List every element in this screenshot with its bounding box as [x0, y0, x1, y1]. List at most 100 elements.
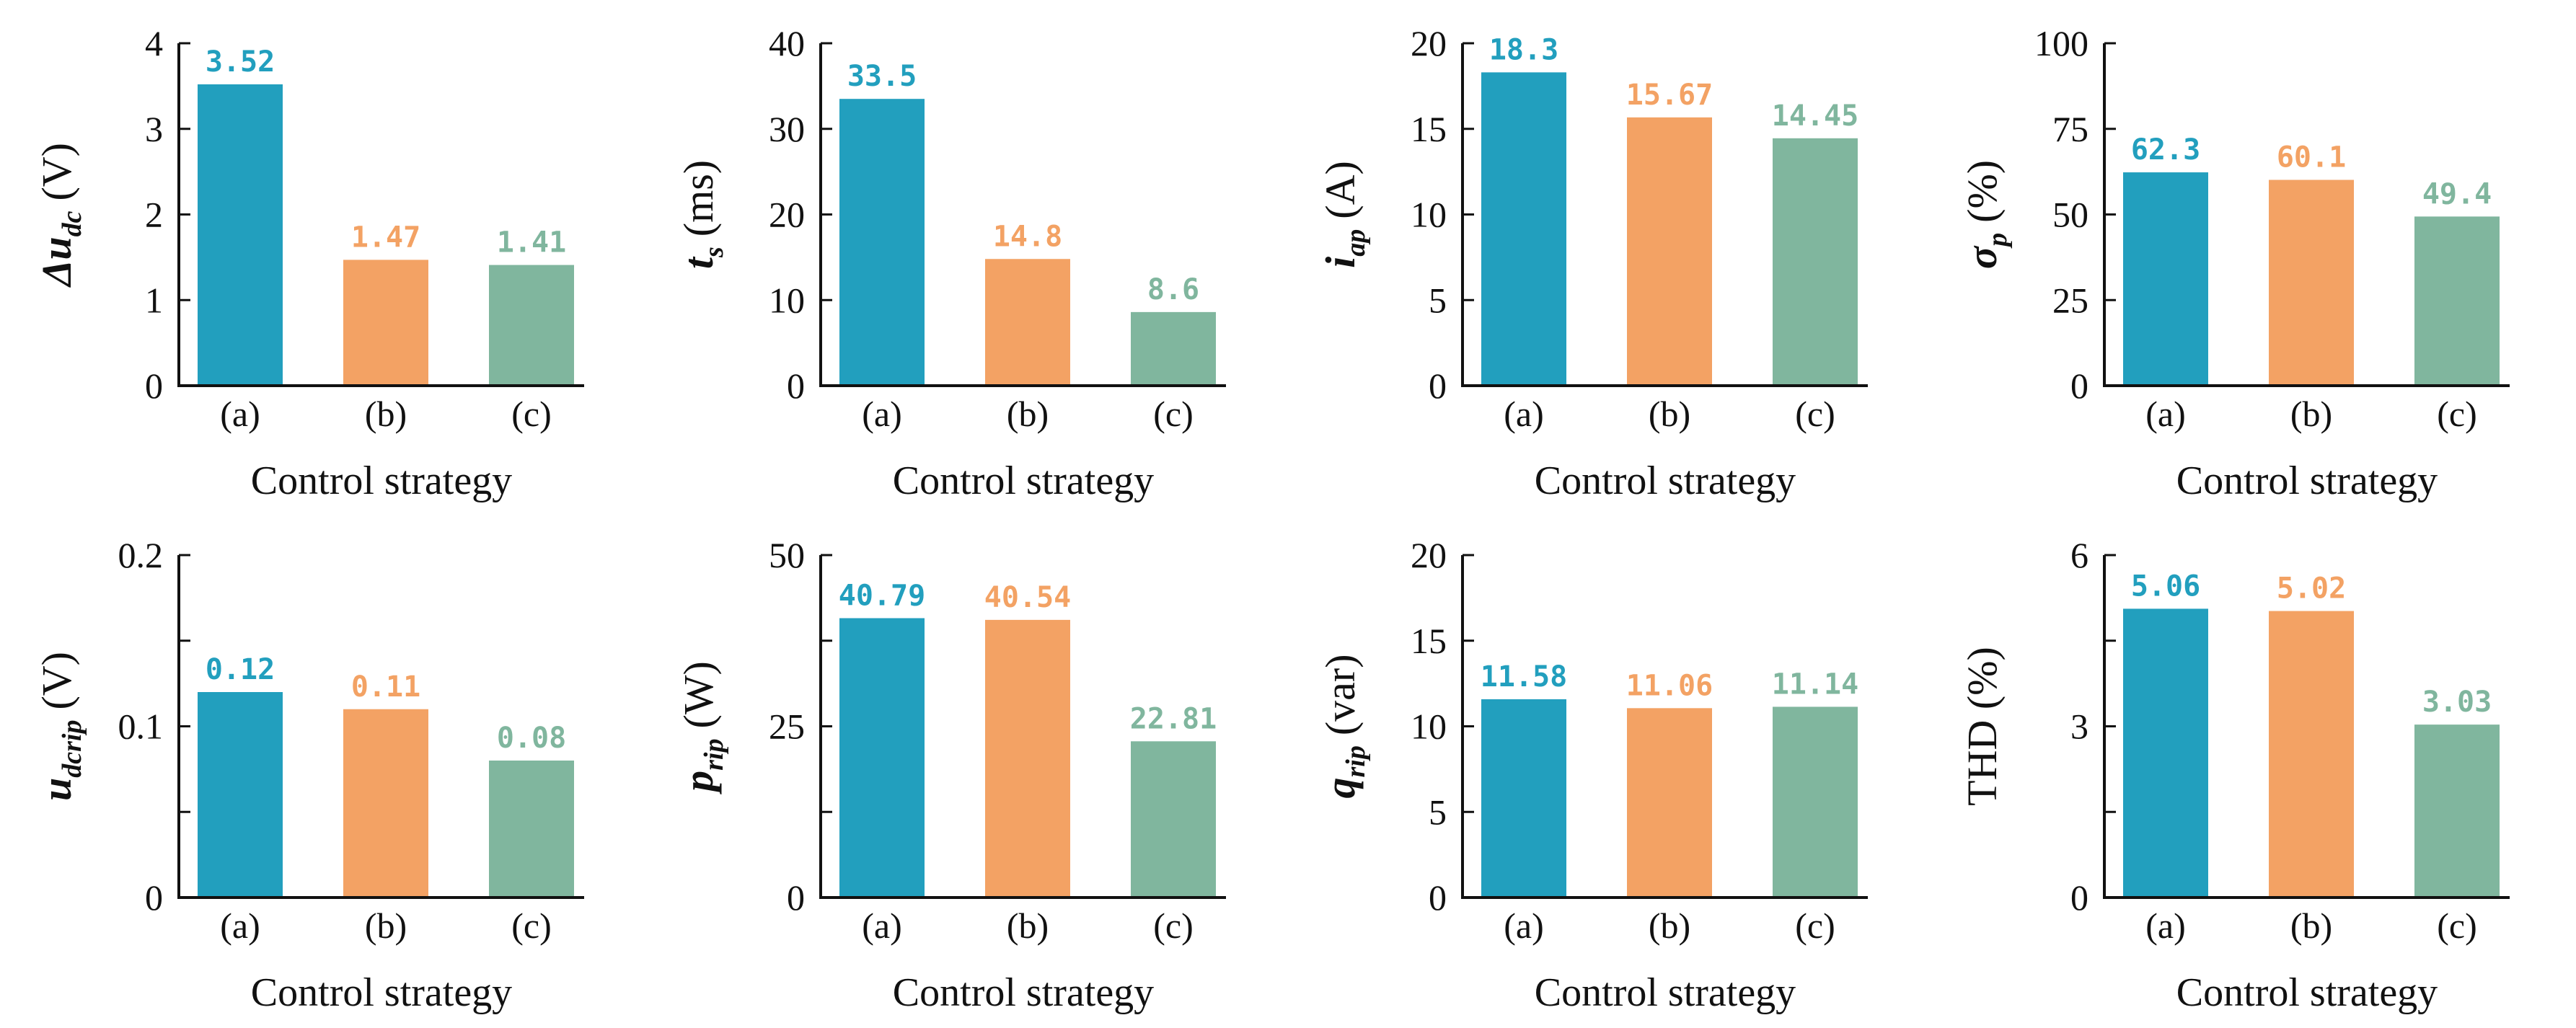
x-axis-title-ts: Control strategy	[893, 458, 1154, 503]
data-label-qrip-b: 11.06	[1626, 669, 1713, 702]
data-label-ts-a: 33.5	[847, 60, 917, 93]
data-label-sigma-p-a: 62.3	[2131, 133, 2200, 167]
x-tick-label-udcrip: (c)	[511, 905, 552, 946]
data-label-qrip-c: 11.14	[1772, 668, 1858, 701]
bar-udcrip-c	[489, 761, 574, 898]
x-axis-title-iap: Control strategy	[1535, 458, 1796, 503]
y-tick-label-qrip: 15	[1411, 621, 1447, 661]
x-axis-title-qrip: Control strategy	[1535, 970, 1796, 1015]
x-tick-label-prip: (a)	[862, 905, 902, 946]
bar-thd-b	[2269, 611, 2354, 898]
data-label-qrip-a: 11.58	[1481, 660, 1567, 694]
x-tick-label-thd: (c)	[2437, 905, 2477, 946]
data-label-sigma-p-c: 49.4	[2422, 177, 2492, 211]
y-tick-label-udcrip: 0	[145, 877, 163, 918]
x-tick-label-qrip: (c)	[1795, 905, 1835, 946]
x-axis-title-delta-udc: Control strategy	[251, 458, 512, 503]
x-axis-title-udcrip: Control strategy	[251, 970, 512, 1015]
y-tick-label-ts: 20	[769, 195, 805, 235]
bar-prip-a	[839, 618, 925, 898]
data-label-sigma-p-b: 60.1	[2277, 141, 2346, 174]
x-tick-label-sigma-p: (c)	[2437, 394, 2477, 434]
bar-iap-c	[1773, 138, 1858, 386]
data-label-prip-c: 22.81	[1130, 702, 1217, 735]
data-label-ts-b: 14.8	[993, 220, 1062, 253]
data-label-prip-b: 40.54	[984, 581, 1071, 614]
y-tick-label-delta-udc: 3	[145, 109, 163, 149]
chart-iap: 18.3 15.67 14.45 0 5 10 15 20 (a) (b) (c) Control s…	[1317, 23, 1868, 503]
y-axis-title-thd: THD (%)	[1959, 647, 2006, 806]
x-tick-label-sigma-p: (b)	[2290, 394, 2332, 434]
data-label-delta-udc-c: 1.41	[497, 226, 566, 260]
x-tick-label-iap: (c)	[1795, 394, 1835, 434]
x-tick-label-delta-udc: (b)	[365, 394, 407, 434]
y-tick-label-ts: 30	[769, 109, 805, 149]
bar-delta-udc-c	[489, 265, 574, 386]
y-axis-title-ts: ts(ms)	[675, 160, 729, 269]
x-tick-label-udcrip: (b)	[365, 905, 407, 946]
y-tick-label-iap: 5	[1429, 280, 1447, 320]
x-tick-label-prip: (b)	[1007, 905, 1049, 946]
y-tick-label-sigma-p: 100	[2034, 23, 2088, 63]
data-label-iap-c: 14.45	[1772, 99, 1858, 133]
y-tick-label-sigma-p: 50	[2052, 195, 2088, 235]
bar-qrip-a	[1481, 699, 1566, 898]
y-tick-label-ts: 0	[787, 365, 805, 406]
x-tick-label-udcrip: (a)	[220, 905, 260, 946]
y-tick-label-thd: 6	[2070, 535, 2088, 575]
bar-delta-udc-a	[198, 84, 283, 386]
y-axis-title-qrip: qrip(var)	[1317, 654, 1371, 798]
x-tick-label-qrip: (b)	[1649, 905, 1690, 946]
bar-ts-c	[1131, 311, 1216, 386]
bar-iap-b	[1627, 117, 1712, 386]
bar-udcrip-b	[343, 709, 428, 898]
bar-qrip-b	[1627, 708, 1712, 898]
y-tick-label-qrip: 10	[1411, 706, 1447, 747]
y-tick-label-delta-udc: 0	[145, 365, 163, 406]
y-tick-label-thd: 3	[2070, 706, 2088, 747]
y-tick-label-prip: 0	[787, 877, 805, 918]
bar-ts-a	[839, 99, 925, 386]
y-axis-title-prip: prip(W)	[675, 661, 729, 795]
x-tick-label-prip: (c)	[1153, 905, 1194, 946]
y-tick-label-ts: 10	[769, 280, 805, 320]
y-tick-label-udcrip: 0.2	[118, 535, 164, 575]
y-tick-label-iap: 20	[1411, 23, 1447, 63]
y-tick-label-prip: 50	[769, 535, 805, 575]
y-tick-label-sigma-p: 75	[2052, 109, 2088, 149]
y-tick-label-sigma-p: 25	[2052, 280, 2088, 320]
data-label-prip-a: 40.79	[839, 579, 925, 612]
x-tick-label-iap: (a)	[1504, 394, 1544, 434]
y-tick-label-prip: 25	[769, 706, 805, 747]
bar-thd-c	[2414, 725, 2500, 898]
x-tick-label-ts: (c)	[1153, 394, 1194, 434]
bar-qrip-c	[1773, 706, 1858, 898]
y-axis-title-delta-udc: Δudc(V)	[33, 143, 87, 288]
data-label-thd-c: 3.03	[2422, 686, 2492, 719]
y-tick-label-delta-udc: 1	[145, 280, 163, 320]
data-label-delta-udc-a: 3.52	[206, 45, 275, 79]
y-tick-label-sigma-p: 0	[2070, 365, 2088, 406]
chart-udcrip: 0.12 0.11 0.08 0 0.1 0.2 (a) (b) (c) Control stra…	[33, 535, 584, 1015]
y-tick-label-iap: 15	[1411, 109, 1447, 149]
data-label-delta-udc-b: 1.47	[351, 221, 420, 254]
chart-qrip: 11.58 11.06 11.14 0 5 10 15 20 (a) (b) (c) Control …	[1317, 535, 1868, 1015]
bar-sigma-p-b	[2269, 180, 2354, 386]
chart-prip: 40.79 40.54 22.81 0 25 50 (a) (b) (c) Control str…	[675, 535, 1226, 1015]
y-tick-label-qrip: 5	[1429, 792, 1447, 832]
data-label-udcrip-a: 0.12	[206, 653, 275, 686]
bar-prip-b	[985, 619, 1070, 898]
bar-sigma-p-a	[2123, 172, 2208, 386]
chart-delta-udc: 3.52 1.47 1.41 0 1 2 3 4 (a) (b) (c) Control strate…	[33, 23, 584, 503]
data-label-iap-b: 15.67	[1626, 79, 1713, 112]
y-axis-title-iap: iap(A)	[1317, 161, 1371, 268]
bar-udcrip-a	[198, 692, 283, 898]
bar-ts-b	[985, 259, 1070, 386]
x-tick-label-delta-udc: (a)	[220, 394, 260, 434]
data-label-thd-a: 5.06	[2131, 570, 2200, 603]
y-axis-title-udcrip: udcrip(V)	[33, 652, 87, 801]
x-tick-label-ts: (b)	[1007, 394, 1049, 434]
x-tick-label-qrip: (a)	[1504, 905, 1544, 946]
y-tick-label-qrip: 20	[1411, 535, 1447, 575]
